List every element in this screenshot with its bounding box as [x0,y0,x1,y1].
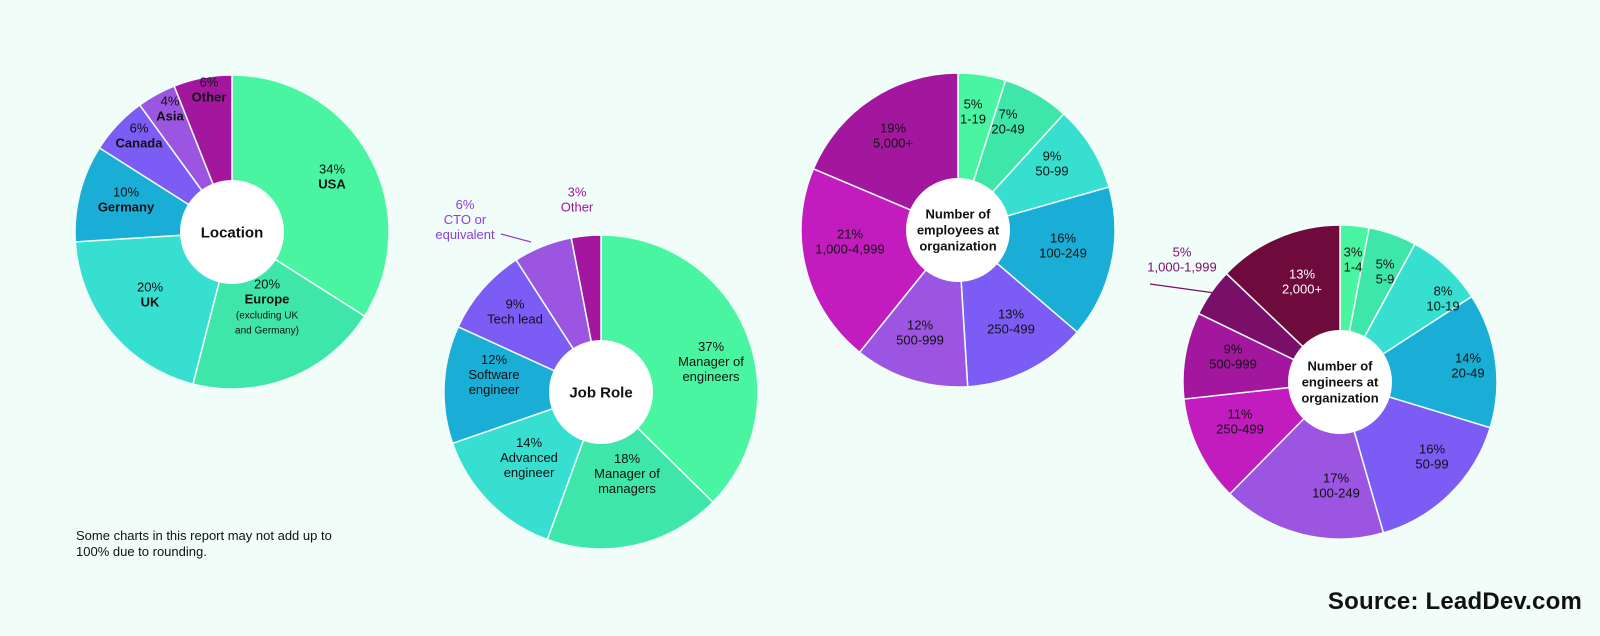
donut-hole [549,340,653,444]
slice-5-000 [812,72,959,232]
rounding-footnote: Some charts in this report may not add u… [76,528,332,559]
chart-title: Number of engineers at organization [1301,359,1379,406]
slice-label-europe: 20% Europe (excluding UK and Germany) [235,277,299,337]
slice-label-software-engineer: 12% Software engineer [468,352,520,397]
slice-label-5-000: 19% 5,000+ [873,121,913,151]
donut-chart-job-role: Job Role 37% Manager of engineers 18% Manager… [435,185,759,550]
slice-manager-of-engineers [600,234,759,504]
donut-chart-location: Location 34% USA 20% Europe (excluding UK and … [74,74,390,390]
chart-title: Number of employees at organization [917,207,1000,254]
slice-label-tech-lead: 9% Tech lead [487,297,543,327]
donut-hole [1288,330,1392,434]
leader-line [500,233,532,243]
slice-label-1-000-4-999: 21% 1,000-4,999 [815,227,884,257]
slice-label-100-249: 16% 100-249 [1039,231,1087,261]
slice-uk [74,231,233,385]
slice-label-10-19: 8% 10-19 [1426,284,1459,314]
slice-label-other: 3% Other [561,185,594,215]
donut-hole [906,178,1010,282]
slice-label-other: 6% Other [192,75,227,105]
donut-hole [180,180,284,284]
slice-software-engineer [443,325,604,445]
slice-label-50-99: 16% 50-99 [1415,442,1448,472]
slice-advanced-engineer [451,390,603,541]
chart-title: Job Role [569,384,632,401]
slice-label-manager-of-managers: 18% Manager of managers [594,451,660,496]
slice-label-2-000: 13% 2,000+ [1282,267,1322,297]
slice-label-20-49: 14% 20-49 [1451,351,1484,381]
slice-label-250-499: 11% 250-499 [1216,407,1264,437]
slice-label-asia: 4% Asia [156,94,184,124]
slice-50-99 [1338,380,1492,534]
slice-label-50-99: 9% 50-99 [1035,149,1068,179]
slice-label-500-999: 9% 500-999 [1209,342,1257,372]
slice-label-advanced-engineer: 14% Advanced engineer [500,435,558,480]
slice-label-uk: 20% UK [137,280,163,310]
slice-label-manager-of-engineers: 37% Manager of engineers [678,339,744,384]
slice-label-1-000-1-999: 5% 1,000-1,999 [1147,245,1216,275]
slice-label-germany: 10% Germany [98,185,155,215]
source-credit: Source: LeadDev.com [1327,588,1582,615]
slice-label-cto-or-equivalent: 6% CTO or equivalent [435,197,495,242]
chart-title: Location [201,224,264,241]
slice-label-canada: 6% Canada [116,121,164,151]
slice-label-1-19: 5% 1-19 [960,97,986,127]
slice-label-500-999: 12% 500-999 [896,318,944,348]
slice-20-49 [1338,295,1498,429]
slice-label-usa: 34% USA [318,162,346,192]
donut-chart-number-of-engineers-at-organization: Number of engineers at organization 3% 1-4 5%… [1147,224,1498,540]
slice-label-250-499: 13% 250-499 [987,307,1035,337]
leader-line [1149,283,1223,295]
slice-label-100-249: 17% 100-249 [1312,471,1360,501]
slice-label-20-49: 7% 20-49 [991,107,1024,137]
donut-chart-number-of-employees-at-organization: Number of employees at organization 5% 1-19 7… [800,72,1116,388]
slice-label-1-4: 3% 1-4 [1344,245,1363,275]
slice-label-5-9: 5% 5-9 [1376,257,1395,287]
